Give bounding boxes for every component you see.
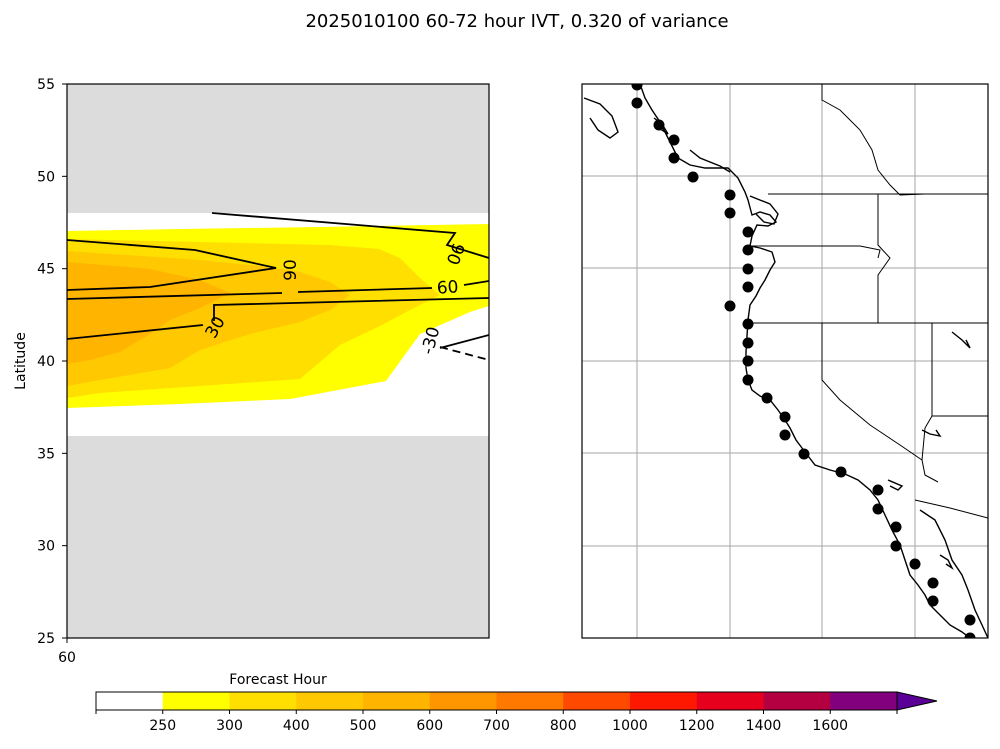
y-tick-label: 30 bbox=[37, 539, 55, 555]
station-point bbox=[742, 263, 754, 275]
station-point bbox=[872, 503, 884, 515]
contour-line bbox=[67, 239, 277, 291]
colorbar-tick-label: 1400 bbox=[746, 718, 782, 734]
colorbar-tick-label: 300 bbox=[216, 718, 243, 734]
colorbar-segment bbox=[296, 692, 364, 710]
no-data-top bbox=[67, 84, 489, 213]
contour-line bbox=[67, 292, 283, 300]
colorbar-tick-label: 600 bbox=[416, 718, 443, 734]
colorbar-segment bbox=[429, 692, 497, 710]
station-point bbox=[742, 318, 754, 330]
map-gridlines bbox=[582, 84, 988, 638]
y-tick-label: 55 bbox=[37, 77, 55, 93]
colorbar-tick-label: 1600 bbox=[812, 718, 848, 734]
station-point bbox=[909, 558, 921, 570]
contour-line bbox=[439, 334, 489, 349]
colorbar-segment bbox=[830, 692, 898, 710]
station-point bbox=[890, 521, 902, 533]
station-point bbox=[742, 226, 754, 238]
station-point bbox=[653, 119, 665, 131]
station-point bbox=[742, 244, 754, 256]
y-axis-label: Latitude bbox=[13, 332, 29, 390]
contour-line bbox=[463, 280, 489, 286]
map-panel bbox=[581, 83, 989, 639]
station-point bbox=[964, 632, 976, 638]
station-point bbox=[742, 337, 754, 349]
station-point bbox=[779, 411, 791, 423]
colorbar-tick-label: 800 bbox=[550, 718, 577, 734]
borders bbox=[748, 84, 988, 519]
y-tick-label: 35 bbox=[37, 446, 55, 462]
station-point bbox=[835, 466, 847, 478]
colorbar-segment bbox=[229, 692, 297, 710]
y-tick-label: 25 bbox=[37, 631, 55, 647]
colorbar-tick-label: 400 bbox=[283, 718, 310, 734]
x-axis-label: Forecast Hour bbox=[229, 672, 327, 688]
station-point bbox=[779, 429, 791, 441]
station-point bbox=[631, 97, 643, 109]
station-point bbox=[890, 540, 902, 552]
colorbar-segment bbox=[363, 692, 431, 710]
station-point bbox=[668, 152, 680, 164]
colorbar-tick-label: 1000 bbox=[612, 718, 648, 734]
figure-title: 2025010100 60-72 hour IVT, 0.320 of vari… bbox=[305, 11, 728, 32]
contour-line bbox=[297, 287, 433, 293]
y-tick-label: 40 bbox=[37, 354, 55, 370]
station-point bbox=[927, 595, 939, 607]
station-point bbox=[964, 614, 976, 626]
colorbar-tick-label: 250 bbox=[149, 718, 176, 734]
colorbar-tick-label: 500 bbox=[350, 718, 377, 734]
colorbar-segment bbox=[96, 692, 164, 710]
no-data-bottom bbox=[67, 436, 489, 638]
y-axis: 25 30 35 40 45 50 55 Latitude bbox=[13, 77, 67, 647]
station-point bbox=[798, 448, 810, 460]
y-tick-label: 45 bbox=[37, 262, 55, 278]
station-point bbox=[724, 189, 736, 201]
contour-line bbox=[67, 324, 204, 340]
y-tick-label: 50 bbox=[37, 169, 55, 185]
colorbar-segment bbox=[563, 692, 631, 710]
x-tick-label: 60 bbox=[58, 650, 76, 666]
colorbar-extend-arrow bbox=[896, 691, 938, 711]
station-point bbox=[872, 484, 884, 496]
colorbar-segment bbox=[630, 692, 698, 710]
colorbar-segment bbox=[696, 692, 764, 710]
station-point bbox=[742, 374, 754, 386]
colorbar-tick-label: 700 bbox=[483, 718, 510, 734]
station-point bbox=[724, 300, 736, 312]
station-point bbox=[687, 171, 699, 183]
colorbar-tick-label: 1200 bbox=[679, 718, 715, 734]
x-axis: 60 Forecast Hour bbox=[58, 638, 327, 688]
colorbar-segment bbox=[162, 692, 230, 710]
contour-line bbox=[211, 212, 489, 259]
filled-bands bbox=[67, 224, 489, 408]
contour-lines bbox=[67, 212, 489, 361]
band-500 bbox=[67, 262, 230, 364]
station-point bbox=[631, 84, 643, 91]
contour-line-negative bbox=[439, 346, 489, 361]
station-point bbox=[668, 134, 680, 146]
colorbar-segment bbox=[496, 692, 564, 710]
contour-line bbox=[213, 297, 489, 321]
station-point bbox=[927, 577, 939, 589]
colorbar: 250 300 400 500 600 700 800 1000 1200 1400 1600 bbox=[95, 691, 938, 734]
station-point bbox=[742, 355, 754, 367]
station-points bbox=[631, 84, 976, 638]
station-point bbox=[742, 281, 754, 293]
contour-label: 60 bbox=[436, 277, 459, 298]
map-frame bbox=[581, 83, 989, 639]
station-point bbox=[724, 207, 736, 219]
station-point bbox=[761, 392, 773, 404]
contour-label: 90 bbox=[281, 259, 301, 281]
colorbar-segment bbox=[763, 692, 831, 710]
